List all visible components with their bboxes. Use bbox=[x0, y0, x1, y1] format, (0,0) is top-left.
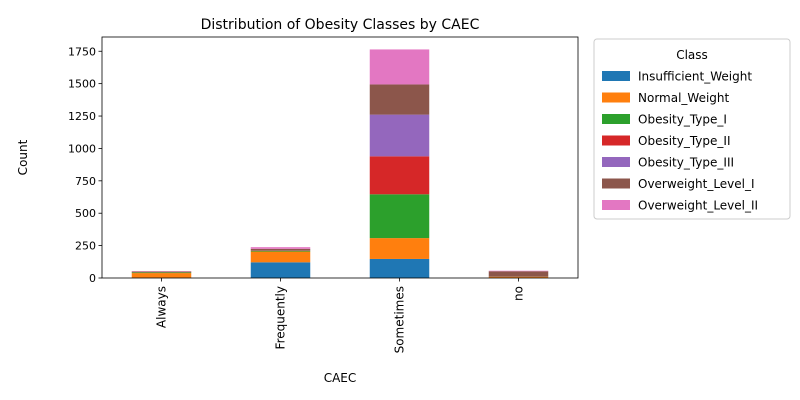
legend-label: Obesity_Type_III bbox=[638, 156, 734, 170]
bar-Sometimes-Overweight_Level_II bbox=[369, 49, 430, 85]
bar-Always-Normal_Weight bbox=[131, 273, 192, 278]
bar-Sometimes-Obesity_Type_III bbox=[369, 114, 430, 157]
x-tick-label: Frequently bbox=[274, 286, 288, 349]
bar-Frequently-Overweight_Level_II bbox=[250, 247, 311, 249]
legend-label: Obesity_Type_II bbox=[638, 134, 730, 148]
bar-Sometimes-Overweight_Level_I bbox=[369, 84, 430, 115]
bar-Sometimes-Obesity_Type_II bbox=[369, 156, 430, 195]
legend-label: Normal_Weight bbox=[638, 91, 730, 105]
y-tick-label: 1500 bbox=[68, 78, 96, 91]
x-axis-label: CAEC bbox=[324, 371, 357, 385]
bar-Sometimes-Obesity_Type_I bbox=[369, 194, 430, 239]
y-tick-label: 1000 bbox=[68, 142, 96, 155]
legend-label: Insufficient_Weight bbox=[638, 70, 752, 84]
y-axis-label: Count bbox=[16, 139, 30, 175]
bar-Frequently-Normal_Weight bbox=[250, 251, 311, 263]
bar-Sometimes-Normal_Weight bbox=[369, 238, 430, 259]
legend-box bbox=[593, 38, 791, 220]
legend-swatch bbox=[602, 135, 630, 146]
y-axis: 0 250 500 750 1000 1250 1500 1750 bbox=[68, 45, 102, 285]
bar-Frequently-Obesity_Type_I bbox=[250, 250, 311, 252]
bar-Always-Obesity_Type_I bbox=[131, 272, 192, 274]
bar-Sometimes-Insufficient_Weight bbox=[369, 258, 430, 278]
x-axis: Always Frequently Sometimes no bbox=[155, 278, 526, 353]
legend-swatch bbox=[602, 178, 630, 189]
x-tick-label: Always bbox=[155, 286, 169, 328]
bar-Frequently-Insufficient_Weight bbox=[250, 262, 311, 278]
legend-label: Obesity_Type_I bbox=[638, 113, 727, 127]
y-tick-label: 750 bbox=[75, 175, 96, 188]
bar-no-Normal_Weight bbox=[488, 276, 549, 278]
legend-swatch bbox=[602, 157, 630, 167]
y-tick-label: 1750 bbox=[68, 45, 96, 58]
chart-title: Distribution of Obesity Classes by CAEC bbox=[201, 17, 480, 33]
x-tick-label: no bbox=[512, 286, 526, 301]
legend-title: Class bbox=[676, 48, 708, 62]
bar-no-Overweight_Level_II bbox=[488, 270, 549, 272]
bar-Frequently-Overweight_Level_I bbox=[250, 248, 311, 251]
legend: Class Insufficient_Weight Normal_Weight Ob… bbox=[593, 38, 791, 220]
legend-swatch bbox=[602, 114, 630, 124]
bar-no-Overweight_Level_I bbox=[488, 271, 549, 277]
legend-swatch bbox=[602, 71, 630, 81]
legend-swatch bbox=[602, 200, 630, 210]
legend-label: Overweight_Level_I bbox=[638, 177, 755, 191]
plot-frame bbox=[101, 36, 579, 279]
y-tick-label: 1250 bbox=[68, 110, 96, 123]
y-tick-label: 250 bbox=[75, 240, 96, 253]
bars-layer bbox=[131, 49, 549, 278]
y-tick-label: 500 bbox=[75, 207, 96, 220]
legend-swatch bbox=[602, 92, 630, 103]
x-tick-label: Sometimes bbox=[393, 286, 407, 353]
y-tick-label: 0 bbox=[89, 272, 96, 285]
legend-label: Overweight_Level_II bbox=[638, 199, 758, 213]
